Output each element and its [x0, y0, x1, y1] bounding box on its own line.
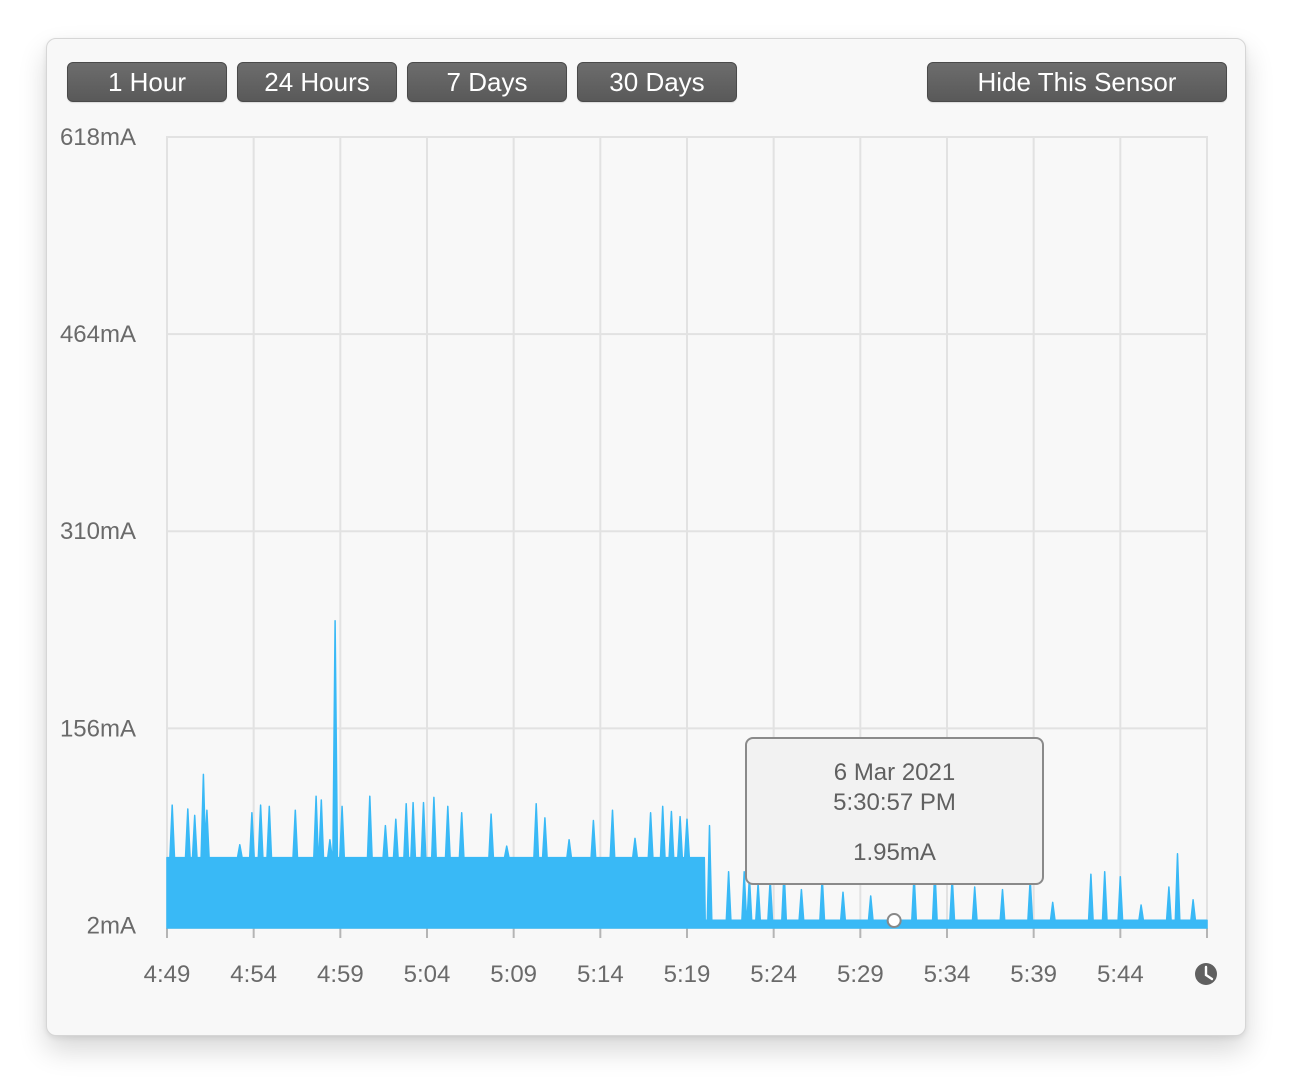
hover-point — [886, 913, 902, 929]
x-tick-label: 5:14 — [577, 961, 624, 988]
x-axis-labels: 4:49 4:54 4:59 5:04 5:09 5:14 5:19 5:24 5:29 5:34… — [144, 961, 1144, 988]
x-tick-label: 5:34 — [924, 961, 971, 988]
current-history-chart[interactable]: 618mA 464mA 310mA 156mA 2mA 4:49 4:54 4:59 5:04… — [47, 39, 1247, 1037]
tooltip-date: 6 Mar 2021 — [833, 759, 956, 786]
x-tick-label: 4:59 — [317, 961, 364, 988]
x-tick-label: 5:19 — [664, 961, 711, 988]
x-tick-label: 4:49 — [144, 961, 191, 988]
time-range-1-hour-button[interactable]: 1 Hour — [67, 62, 227, 102]
y-tick-label: 310mA — [60, 518, 136, 545]
y-axis-labels: 618mA 464mA 310mA 156mA 2mA — [60, 124, 136, 939]
time-range-30-days-button[interactable]: 30 Days — [577, 62, 737, 102]
x-tick-label: 5:24 — [750, 961, 797, 988]
time-range-label: 24 Hours — [264, 66, 370, 97]
y-tick-label: 2mA — [87, 912, 136, 939]
current-area-series — [166, 620, 1208, 929]
time-range-label: 7 Days — [446, 66, 528, 97]
x-tick-label: 5:09 — [490, 961, 537, 988]
value-tooltip: 6 Mar 2021 5:30:57 PM 1.95mA — [745, 737, 1044, 885]
hover-marker — [886, 913, 902, 929]
sensor-history-window: 1 Hour 24 Hours 7 Days 30 Days Hide This… — [46, 38, 1246, 1036]
time-range-7-days-button[interactable]: 7 Days — [407, 62, 567, 102]
clock-hands — [1204, 965, 1214, 981]
x-tick-label: 4:54 — [230, 961, 277, 988]
y-tick-label: 156mA — [60, 715, 136, 742]
clock-icon[interactable] — [1195, 963, 1217, 985]
area-fill — [166, 620, 1208, 929]
hide-sensor-label: Hide This Sensor — [977, 66, 1177, 97]
tooltip-time: 5:30:57 PM — [833, 789, 956, 816]
time-range-label: 30 Days — [609, 66, 705, 97]
x-tick-label: 5:29 — [837, 961, 884, 988]
x-tick-label: 5:04 — [404, 961, 451, 988]
time-range-label: 1 Hour — [107, 66, 187, 97]
y-tick-label: 464mA — [60, 321, 136, 348]
x-tick-label: 5:44 — [1097, 961, 1144, 988]
tooltip-value: 1.95mA — [853, 839, 936, 866]
time-range-24-hours-button[interactable]: 24 Hours — [237, 62, 397, 102]
y-tick-label: 618mA — [60, 124, 136, 151]
x-tick-label: 5:39 — [1010, 961, 1057, 988]
hide-sensor-button[interactable]: Hide This Sensor — [927, 62, 1227, 102]
chart-grid — [166, 136, 1208, 938]
